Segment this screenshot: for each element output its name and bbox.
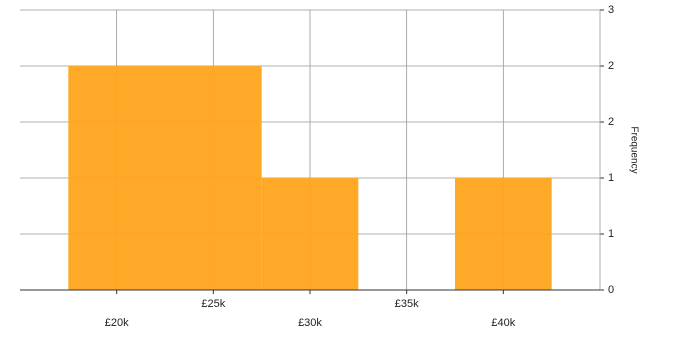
bar xyxy=(68,66,165,290)
x-tick-label: £40k xyxy=(491,317,515,329)
x-tick-label: £25k xyxy=(201,298,225,310)
y-tick-label: 0 xyxy=(608,284,614,296)
y-axis-label: Frequency xyxy=(628,126,639,173)
y-tick-label: 2 xyxy=(608,60,614,72)
x-tick-label: £35k xyxy=(395,298,419,310)
x-tick-label: £30k xyxy=(298,317,322,329)
bar xyxy=(455,178,552,290)
x-tick-label: £20k xyxy=(105,317,129,329)
y-tick-label: 3 xyxy=(608,4,614,16)
bar xyxy=(261,178,359,290)
bar xyxy=(165,66,262,290)
y-tick-label: 1 xyxy=(608,172,614,184)
y-tick-label: 1 xyxy=(608,228,614,240)
y-tick-label: 2 xyxy=(608,116,614,128)
